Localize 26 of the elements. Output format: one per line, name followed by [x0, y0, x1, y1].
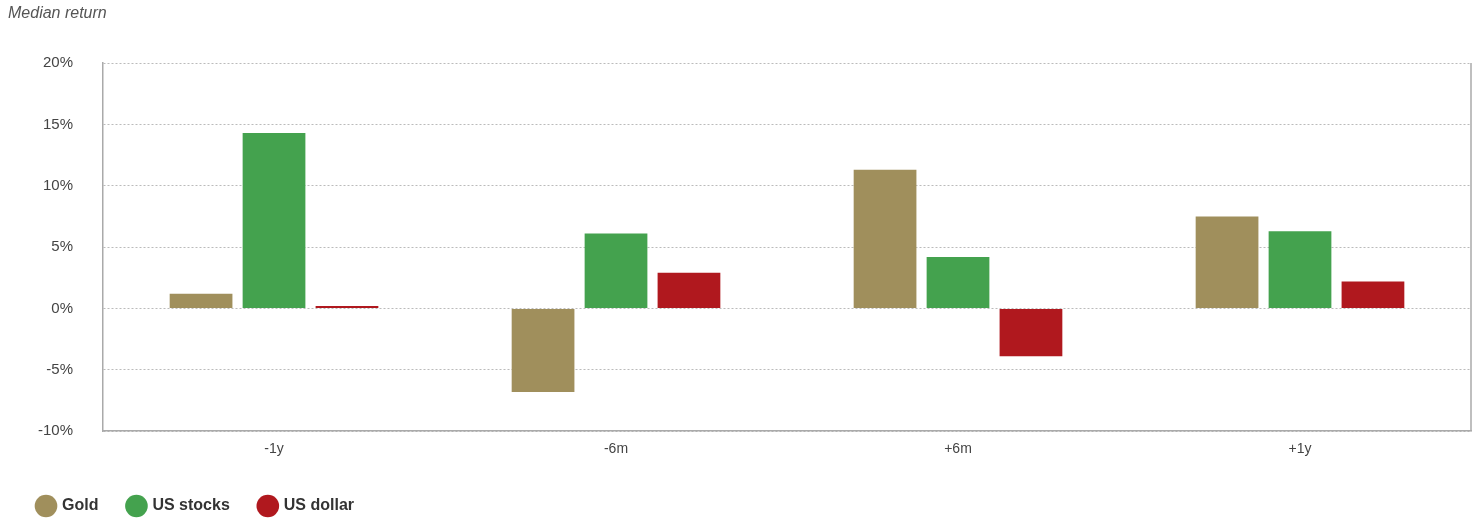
y-tick-label: 5%: [51, 237, 74, 255]
x-tick-label: -1y: [264, 440, 284, 457]
bar: [169, 293, 233, 308]
y-tick-label: 15%: [42, 114, 74, 132]
x-tick-label: -6m: [603, 440, 629, 457]
y-tick-label: 20%: [42, 53, 74, 71]
y-tick-label: 10%: [42, 175, 74, 193]
bar: [1268, 231, 1332, 308]
legend-label: US stocks: [152, 496, 230, 514]
y-tick-label: -5%: [46, 359, 74, 377]
x-tick-label: +1y: [1288, 440, 1312, 457]
y-tick-label: -10%: [37, 421, 74, 439]
bar: [853, 169, 917, 308]
bar: [926, 256, 990, 308]
bar: [999, 308, 1063, 357]
bar: [584, 233, 648, 308]
legend-label: US dollar: [283, 496, 355, 514]
bar: [1341, 281, 1405, 308]
bar: [1195, 216, 1259, 308]
legend-label: Gold: [62, 496, 99, 514]
x-tick-label: +6m: [944, 440, 972, 457]
y-axis-title: Median return: [8, 4, 107, 22]
y-tick-label: 0%: [51, 298, 74, 316]
bar: [242, 132, 306, 308]
bar: [657, 272, 721, 308]
bar: [511, 308, 575, 392]
